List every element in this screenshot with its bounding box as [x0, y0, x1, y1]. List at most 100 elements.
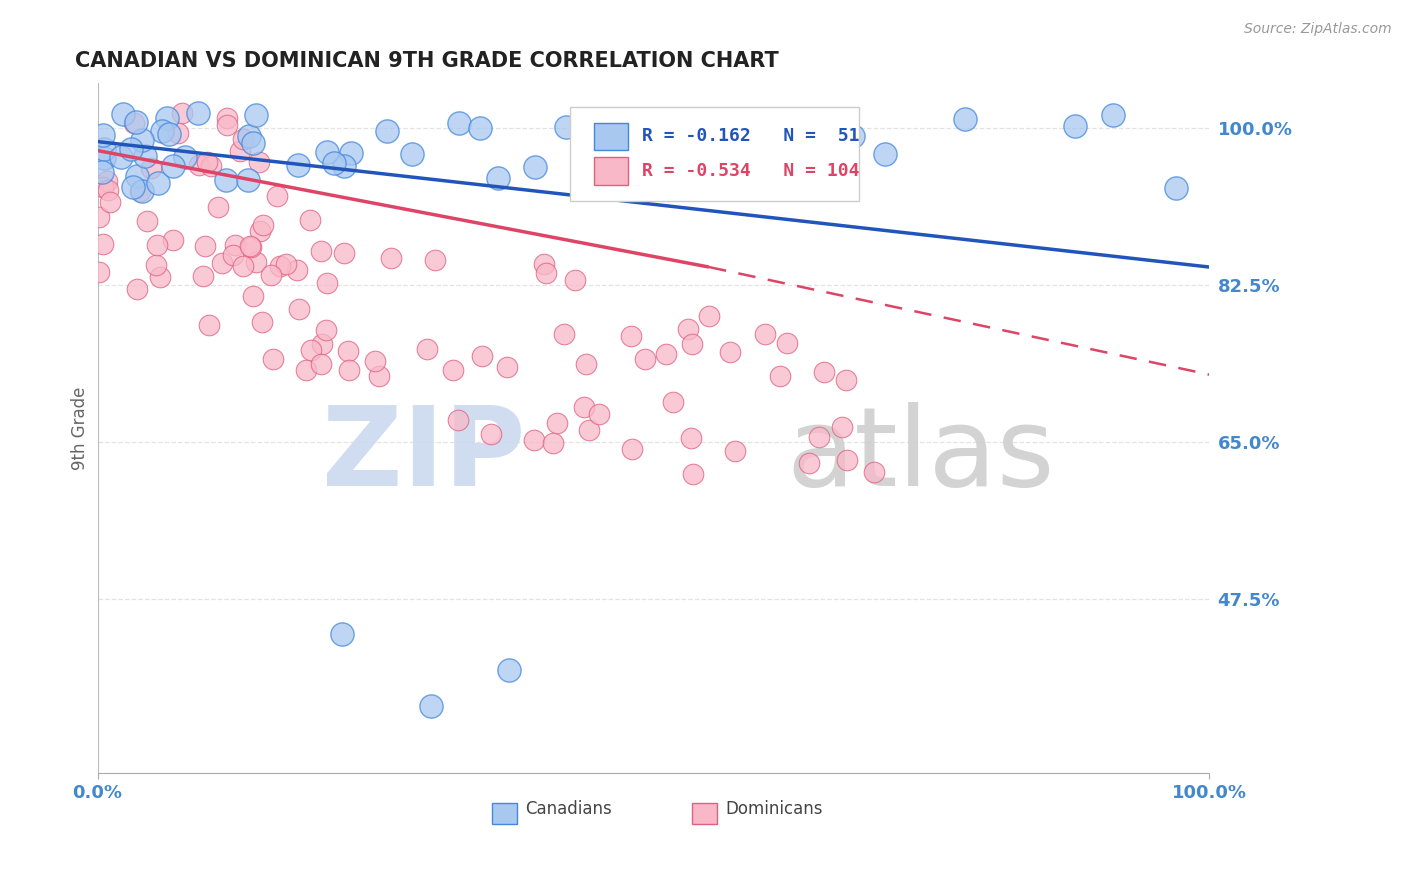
- Point: [236, 173, 259, 187]
- Point: [125, 115, 148, 129]
- Point: [193, 238, 215, 252]
- Point: [122, 179, 145, 194]
- Point: [471, 349, 494, 363]
- Point: [215, 173, 238, 187]
- Point: [249, 224, 271, 238]
- Point: [197, 318, 219, 333]
- Point: [200, 160, 222, 174]
- Point: [110, 150, 132, 164]
- Point: [146, 177, 169, 191]
- Text: Source: ZipAtlas.com: Source: ZipAtlas.com: [1244, 22, 1392, 37]
- Point: [316, 145, 339, 159]
- Point: [93, 237, 115, 252]
- Point: [368, 369, 391, 384]
- Point: [534, 266, 557, 280]
- Point: [245, 108, 267, 122]
- Point: [620, 442, 643, 457]
- Point: [250, 315, 273, 329]
- Point: [120, 142, 142, 156]
- Point: [242, 136, 264, 150]
- Point: [299, 343, 322, 357]
- Bar: [595, 123, 628, 150]
- Point: [523, 433, 546, 447]
- Point: [239, 240, 262, 254]
- Point: [97, 183, 120, 197]
- Point: [498, 663, 520, 677]
- Point: [375, 124, 398, 138]
- Point: [298, 213, 321, 227]
- Point: [232, 132, 254, 146]
- Point: [813, 365, 835, 379]
- FancyBboxPatch shape: [569, 108, 859, 201]
- Point: [835, 121, 858, 136]
- Point: [553, 327, 575, 342]
- Point: [245, 255, 267, 269]
- Point: [831, 419, 853, 434]
- Point: [682, 467, 704, 481]
- Point: [575, 357, 598, 371]
- Text: Dominicans: Dominicans: [725, 800, 823, 818]
- Point: [697, 310, 720, 324]
- Point: [91, 180, 114, 194]
- Point: [1164, 180, 1187, 194]
- Point: [316, 277, 339, 291]
- Point: [247, 154, 270, 169]
- Point: [634, 352, 657, 367]
- Bar: [692, 803, 717, 823]
- Point: [90, 165, 112, 179]
- Point: [718, 345, 741, 359]
- Point: [89, 265, 111, 279]
- Point: [578, 423, 600, 437]
- Point: [315, 322, 337, 336]
- Point: [229, 144, 252, 158]
- Point: [173, 150, 195, 164]
- Point: [543, 436, 565, 450]
- Point: [336, 344, 359, 359]
- Point: [207, 200, 229, 214]
- Point: [96, 174, 118, 188]
- Point: [145, 258, 167, 272]
- Point: [260, 268, 283, 282]
- Point: [546, 416, 568, 430]
- Point: [588, 407, 610, 421]
- Point: [572, 400, 595, 414]
- Point: [449, 116, 471, 130]
- Point: [523, 160, 546, 174]
- Point: [644, 150, 666, 164]
- Point: [87, 210, 110, 224]
- Point: [564, 273, 586, 287]
- Point: [337, 363, 360, 377]
- Point: [1102, 108, 1125, 122]
- Point: [242, 289, 264, 303]
- Point: [215, 118, 238, 132]
- Point: [191, 269, 214, 284]
- Point: [172, 106, 194, 120]
- Point: [309, 244, 332, 259]
- Point: [217, 112, 239, 126]
- Point: [93, 151, 115, 165]
- Point: [157, 127, 180, 141]
- Point: [98, 194, 121, 209]
- Point: [953, 112, 976, 127]
- Point: [420, 699, 443, 714]
- Point: [127, 282, 149, 296]
- Point: [134, 149, 156, 163]
- Point: [806, 142, 828, 156]
- Point: [222, 248, 245, 262]
- Point: [285, 263, 308, 277]
- Point: [125, 169, 148, 184]
- Text: R = -0.534   N = 104: R = -0.534 N = 104: [643, 162, 860, 180]
- Point: [156, 111, 179, 125]
- Point: [211, 256, 233, 270]
- Point: [162, 233, 184, 247]
- Text: R = -0.162   N =  51: R = -0.162 N = 51: [643, 128, 860, 145]
- Point: [136, 214, 159, 228]
- Point: [401, 146, 423, 161]
- Point: [232, 260, 254, 274]
- Point: [681, 336, 703, 351]
- Point: [287, 158, 309, 172]
- Point: [146, 238, 169, 252]
- Point: [875, 146, 897, 161]
- Point: [332, 159, 354, 173]
- Point: [322, 156, 344, 170]
